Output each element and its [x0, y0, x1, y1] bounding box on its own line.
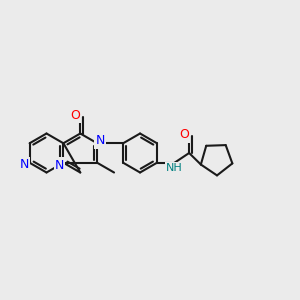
- Text: O: O: [70, 109, 80, 122]
- Text: NH: NH: [166, 163, 183, 173]
- Text: N: N: [55, 159, 64, 172]
- Text: N: N: [20, 158, 29, 171]
- Text: N: N: [95, 134, 105, 147]
- Text: O: O: [179, 128, 189, 141]
